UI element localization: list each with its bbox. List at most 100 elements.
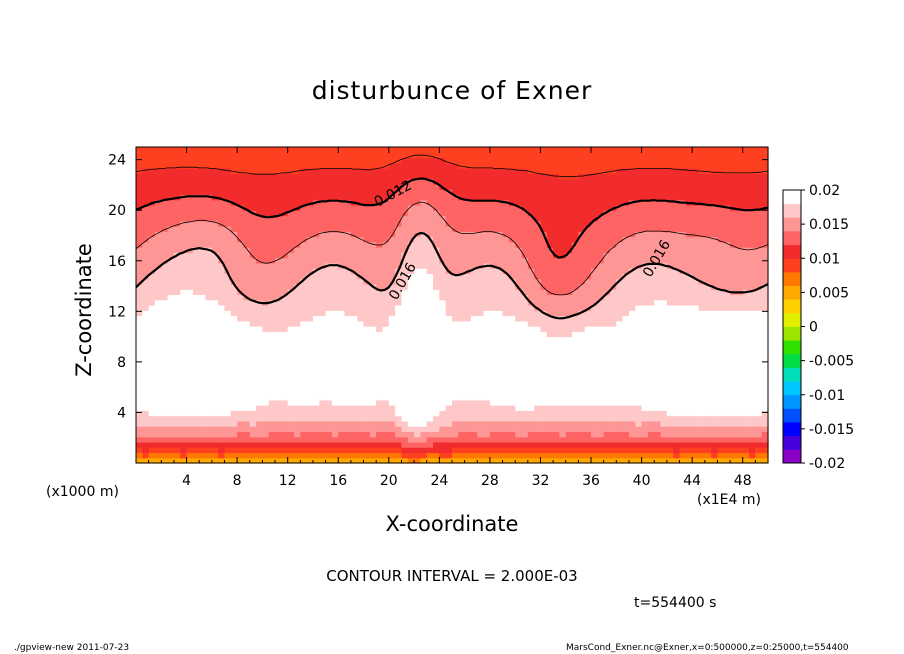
heatmap-cell (452, 357, 459, 364)
heatmap-cell (344, 368, 352, 375)
heatmap-cell (534, 147, 542, 153)
heatmap-cell (521, 183, 529, 190)
heatmap-cell (173, 173, 181, 180)
heatmap-cell (243, 441, 251, 448)
heatmap-cell (477, 315, 485, 322)
heatmap-cell (211, 441, 219, 448)
heatmap-cell (654, 220, 662, 227)
heatmap-cell (300, 457, 308, 464)
heatmap-cell (445, 331, 453, 338)
heatmap-cell (136, 199, 143, 206)
heatmap-cell (249, 320, 257, 327)
heatmap-cell (559, 420, 567, 427)
heatmap-cell (199, 378, 207, 385)
heatmap-cell (496, 204, 504, 211)
heatmap-cell (167, 173, 175, 180)
heatmap-cell (395, 226, 403, 232)
heatmap-cell (426, 394, 434, 401)
heatmap-cell (420, 283, 428, 290)
heatmap-cell (433, 362, 440, 369)
heatmap-cell (635, 347, 643, 353)
heatmap-cell (268, 152, 276, 159)
heatmap-cell (382, 289, 390, 296)
heatmap-cell (167, 320, 175, 327)
heatmap-cell (142, 257, 150, 264)
heatmap-cell (559, 326, 567, 332)
heatmap-cell (306, 283, 314, 290)
heatmap-cell (496, 241, 504, 248)
heatmap-cell (173, 431, 181, 438)
heatmap-cell (508, 415, 516, 422)
heatmap-cell (205, 252, 213, 259)
heatmap-cell (199, 278, 207, 285)
heatmap-cell (161, 357, 169, 364)
heatmap-cell (192, 310, 200, 317)
heatmap-cell (464, 415, 472, 422)
heatmap-cell (256, 262, 263, 269)
heatmap-cell (559, 199, 567, 206)
heatmap-cell (237, 157, 245, 164)
heatmap-cell (173, 247, 181, 253)
heatmap-cell (464, 357, 472, 364)
heatmap-cell (628, 389, 636, 396)
heatmap-cell (553, 326, 561, 332)
heatmap-cell (578, 441, 586, 448)
heatmap-cell (515, 226, 523, 232)
heatmap-cell (167, 273, 175, 280)
heatmap-cell (502, 394, 510, 401)
heatmap-cell (610, 194, 617, 201)
heatmap-cell (325, 168, 333, 174)
heatmap-cell (211, 352, 219, 359)
heatmap-cell (546, 231, 554, 238)
heatmap-cell (458, 247, 466, 253)
heatmap-cell (628, 341, 636, 348)
heatmap-cell (224, 362, 232, 369)
heatmap-cell (300, 384, 308, 390)
heatmap-cell (376, 447, 384, 454)
heatmap-cell (268, 336, 276, 343)
heatmap-cell (433, 310, 440, 317)
heatmap-cell (452, 289, 459, 296)
heatmap-cell (218, 415, 226, 422)
heatmap-cell (610, 331, 617, 338)
heatmap-cell (452, 447, 459, 454)
heatmap-cell (559, 441, 567, 448)
heatmap-cell (572, 157, 579, 164)
heatmap-cell (256, 336, 263, 343)
heatmap-cell (439, 226, 447, 232)
heatmap-cell (161, 278, 169, 285)
heatmap-cell (502, 441, 510, 448)
heatmap-cell (224, 147, 232, 153)
heatmap-cell (426, 173, 434, 180)
heatmap-cell (616, 189, 624, 195)
heatmap-cell (256, 310, 263, 317)
heatmap-cell (483, 183, 491, 190)
heatmap-cell (477, 410, 485, 417)
heatmap-cell (458, 157, 466, 164)
heatmap-cell (445, 368, 453, 375)
heatmap-cell (584, 420, 592, 427)
heatmap-cell (660, 457, 668, 464)
heatmap-cell (300, 252, 308, 259)
heatmap-cell (211, 315, 219, 322)
heatmap-cell (464, 283, 472, 290)
heatmap-cell (237, 183, 245, 190)
heatmap-cell (559, 362, 567, 369)
heatmap-cell (584, 147, 592, 153)
heatmap-cell (559, 357, 567, 364)
heatmap-cell (363, 183, 371, 190)
heatmap-cell (553, 341, 561, 348)
heatmap-cell (344, 336, 352, 343)
heatmap-cell (578, 220, 586, 227)
heatmap-cell (325, 399, 333, 406)
heatmap-cell (597, 189, 605, 195)
heatmap-cell (395, 215, 403, 222)
heatmap-cell (395, 273, 403, 280)
heatmap-cell (224, 257, 232, 264)
heatmap-cell (180, 305, 188, 311)
heatmap-cell (180, 310, 188, 317)
heatmap-cell (262, 247, 270, 253)
heatmap-cell (597, 357, 605, 364)
heatmap-cell (603, 441, 611, 448)
heatmap-cell (338, 157, 346, 164)
